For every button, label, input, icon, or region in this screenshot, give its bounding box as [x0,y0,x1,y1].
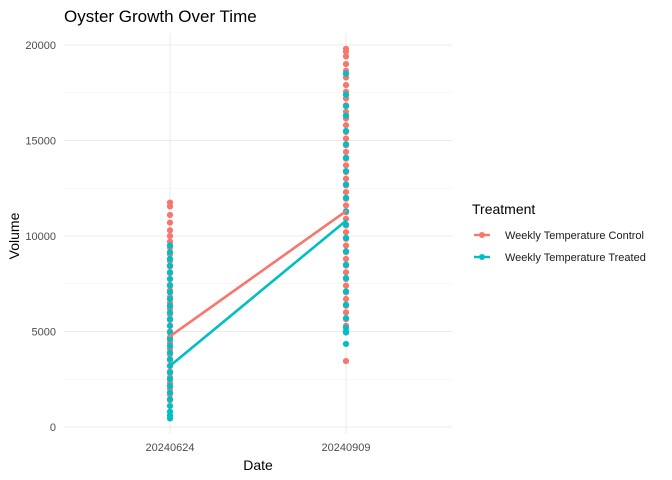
data-point [166,389,174,396]
data-point [342,202,350,209]
data-point [342,48,350,55]
data-point [342,61,350,68]
y-tick-label: 5000 [32,327,56,339]
data-point [342,122,350,129]
data-point [166,336,174,343]
y-tick-label: 0 [50,422,56,434]
data-point [342,53,350,60]
data-point [342,358,350,365]
data-point [342,167,350,175]
data-point [166,211,174,219]
data-point [166,282,174,289]
legend-title: Treatment [472,201,535,217]
data-point [342,135,350,142]
legend-label: Weekly Temperature Treated [505,252,646,264]
x-tick-label: 20240624 [146,442,195,454]
data-point [342,282,350,289]
series-mean-line [168,219,348,368]
data-point [166,269,174,276]
data-point [166,203,174,210]
data-point [342,70,350,77]
legend-key-point [479,254,485,260]
data-point [342,148,350,156]
data-point [342,295,350,303]
data-point [166,309,174,316]
data-point [342,162,350,169]
data-point [342,329,350,336]
data-point [166,415,174,422]
data-point [166,242,174,249]
data-point [342,315,350,322]
data-point [166,289,174,296]
data-point [166,322,174,329]
data-point [166,262,174,269]
data-point [342,141,350,148]
data-point [166,342,174,349]
data-point [342,242,350,249]
data-point [342,229,350,236]
legend-key-point [479,232,485,238]
data-point [166,396,174,403]
data-point [342,274,350,282]
data-point [166,356,174,363]
data-point [166,232,174,240]
data-point [166,302,174,309]
data-point [342,127,350,135]
y-tick-label: 15000 [25,136,56,148]
x-axis-title: Date [243,457,273,473]
data-point [342,269,350,276]
data-point [166,376,174,383]
data-point [342,103,350,110]
y-tick-label: 10000 [25,231,56,243]
data-point [166,295,174,303]
data-point [166,315,174,323]
points-layer [166,45,350,422]
data-point [342,288,350,295]
data-point [342,248,350,255]
x-tick-labels: 20240624 20240909 [146,442,371,454]
chart-title: Oyster Growth Over Time [64,7,257,26]
data-point [166,369,174,376]
legend: Treatment Weekly Temperature Control Week… [472,201,646,264]
data-point [342,175,350,182]
data-point [342,255,350,263]
data-point [166,227,174,234]
y-axis-title: Volume [6,212,22,259]
data-point [342,340,350,348]
grid-major [64,33,452,434]
data-point [342,82,350,89]
data-point [166,255,174,263]
y-tick-labels: 0 5000 10000 15000 20000 [25,40,56,434]
data-point [342,309,350,316]
data-point [166,349,174,356]
data-point [342,194,350,201]
data-point [342,154,350,161]
grid-minor [64,92,452,380]
data-point [342,91,350,98]
x-tick-label: 20240909 [322,442,371,454]
data-point [166,249,174,256]
data-point [342,261,350,268]
legend-label: Weekly Temperature Control [505,230,644,242]
data-point [342,234,350,242]
series-mean-line [168,209,348,338]
data-point [342,112,350,119]
data-point [166,219,174,226]
data-point [342,188,350,196]
y-tick-label: 20000 [25,40,56,52]
data-point [166,382,174,390]
data-point [342,181,350,188]
lines-layer [168,209,348,368]
data-point [342,301,350,308]
data-point [166,402,174,410]
data-point [166,275,174,283]
